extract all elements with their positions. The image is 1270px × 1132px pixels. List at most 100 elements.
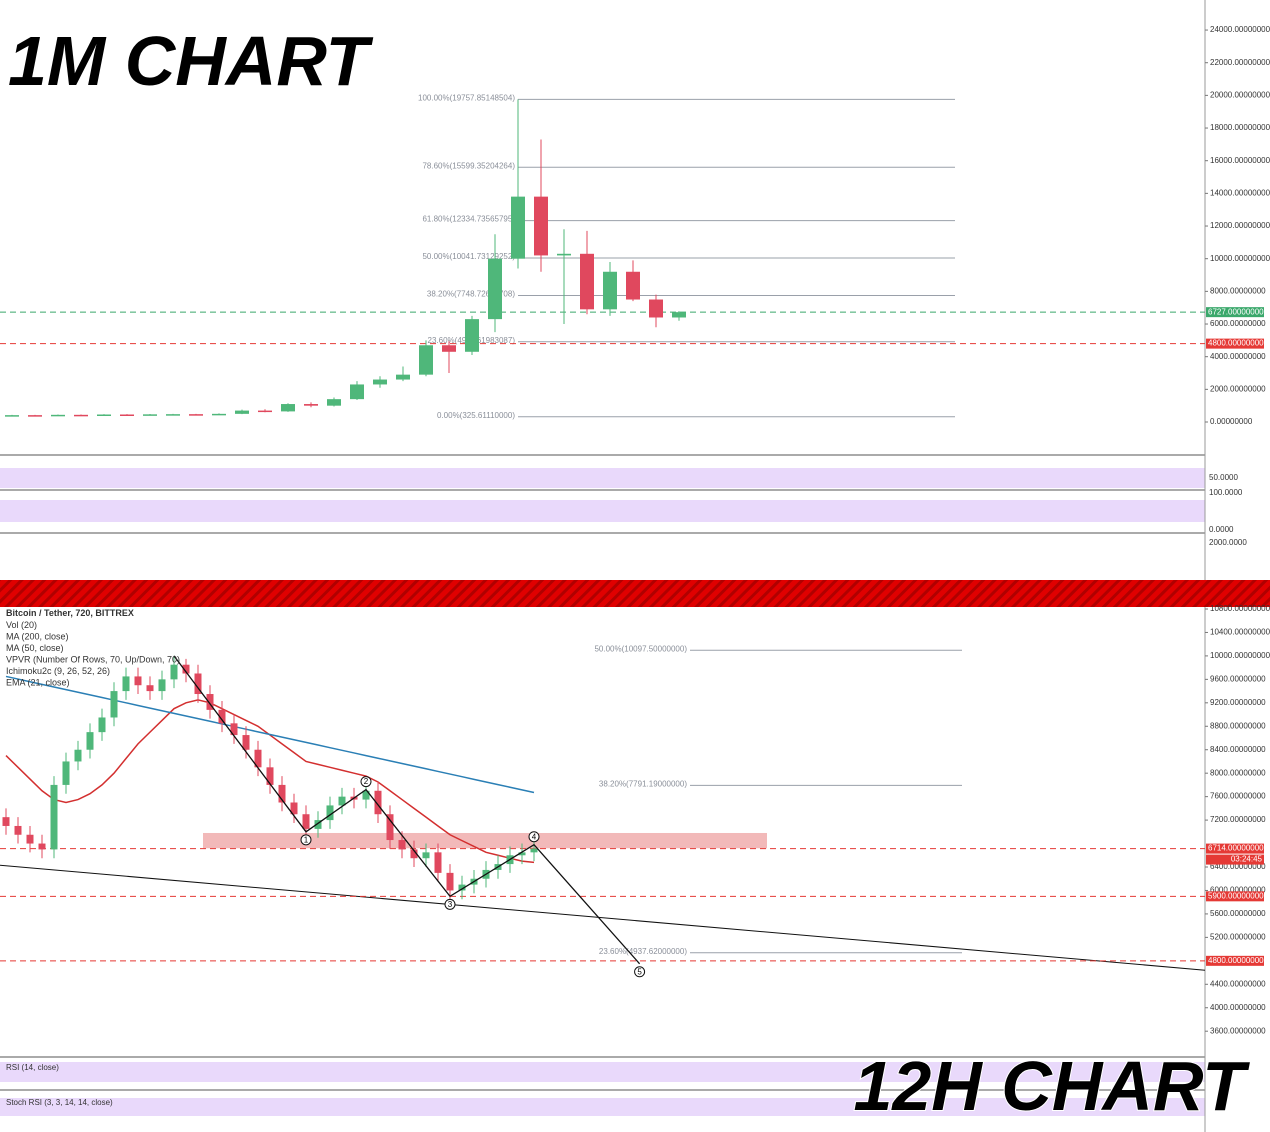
candle-body	[218, 709, 226, 724]
y-tick-label: 6000.00000000	[1210, 886, 1266, 895]
candle-body	[254, 749, 262, 768]
chart-subtitle: Bitcoin / Tether, 720, BITTREX	[6, 608, 134, 618]
candle-body	[281, 404, 295, 412]
price-label: 4800.00000000	[1208, 956, 1264, 965]
fib-label: 100.00%(19757.85148504)	[418, 93, 515, 102]
candle-body	[603, 271, 617, 310]
fib-label: 38.20%(7791.19000000)	[599, 780, 687, 789]
pane-label: 0.0000	[1209, 525, 1234, 534]
candle-body	[534, 196, 548, 256]
y-tick-label: 18000.00000000	[1210, 123, 1270, 132]
wave-label: 2	[364, 777, 369, 786]
legend-entry: MA (50, close)	[6, 643, 64, 653]
wave-label: 4	[532, 832, 537, 841]
candle-body	[488, 258, 502, 320]
candle-body	[465, 319, 479, 352]
price-label: 4800.00000000	[1208, 339, 1264, 348]
candle-body	[557, 253, 571, 256]
y-tick-label: 3600.00000000	[1210, 1026, 1266, 1035]
indicator-band	[0, 500, 1205, 522]
candle-body	[235, 410, 249, 414]
candle-body	[422, 852, 430, 859]
y-tick-label: 24000.00000000	[1210, 25, 1270, 34]
candle-body	[166, 414, 180, 416]
y-tick-label: 4400.00000000	[1210, 979, 1266, 988]
candle-body	[266, 767, 274, 785]
y-tick-label: 2000.00000000	[1210, 384, 1266, 393]
candle-body	[386, 814, 394, 841]
candle-body	[212, 413, 226, 416]
fib-label: 50.00%(10041.73129252)	[422, 252, 515, 261]
legend-entry: MA (200, close)	[6, 632, 69, 642]
candle-body	[410, 849, 418, 859]
candle-body	[14, 825, 22, 835]
plots: 0.00000000 2000.00000000 4000.00000000 6000…	[0, 25, 1270, 1107]
y-tick-label: 6000.00000000	[1210, 319, 1266, 328]
y-tick-label: 5600.00000000	[1210, 909, 1266, 918]
y-tick-label: 7600.00000000	[1210, 792, 1266, 801]
wave-label: 3	[448, 900, 453, 909]
fib-label: 38.20%(7748.72692708)	[427, 290, 515, 299]
y-tick-label: 5200.00000000	[1210, 932, 1266, 941]
fib-label: 78.60%(15599.35204264)	[422, 161, 515, 170]
candle-body	[580, 253, 594, 310]
y-tick-label: 20000.00000000	[1210, 90, 1270, 99]
candle-body	[530, 848, 538, 853]
price-label-bg	[1206, 338, 1264, 349]
countdown-bg	[1206, 854, 1264, 865]
candle-body	[649, 299, 663, 318]
wave-marker	[528, 831, 540, 843]
indicator-band	[0, 1062, 1205, 1082]
candle-body	[50, 784, 58, 850]
pane-label: 50.0000	[1209, 473, 1238, 482]
candle-body	[74, 749, 82, 762]
wave-marker	[300, 834, 312, 846]
legend-entry: EMA (21, close)	[6, 678, 70, 688]
y-tick-label: 8400.00000000	[1210, 745, 1266, 754]
candle-body	[143, 414, 157, 416]
candle-body	[458, 884, 466, 891]
candle-body	[304, 404, 318, 406]
indicator-band	[0, 468, 1205, 488]
candle-body	[518, 852, 526, 856]
candle-body	[97, 414, 111, 416]
candle-body	[134, 676, 142, 686]
candle-body	[86, 732, 94, 750]
trendline	[0, 864, 1206, 971]
candle-body	[338, 796, 346, 806]
candle-body	[511, 196, 525, 259]
candle-body	[290, 802, 298, 815]
price-label-bg	[1206, 843, 1264, 854]
fib-label: 50.00%(10097.50000000)	[594, 644, 687, 653]
wave-marker	[360, 776, 372, 788]
wave-marker	[634, 966, 646, 978]
indicator-band	[0, 1098, 1205, 1116]
y-tick-label: 10000.00000000	[1210, 651, 1270, 660]
candle-body	[2, 817, 10, 826]
candle-body	[258, 410, 272, 413]
price-label-bg	[1206, 891, 1264, 902]
y-tick-label: 16000.00000000	[1210, 156, 1270, 165]
candle-body	[74, 414, 88, 417]
fib-label: 0.00%(325.61110000)	[437, 411, 515, 420]
candle-body	[374, 790, 382, 815]
wave-path	[173, 655, 641, 965]
candle-body	[419, 345, 433, 375]
y-tick-label: 9200.00000000	[1210, 698, 1266, 707]
y-tick-label: 10400.00000000	[1210, 628, 1270, 637]
chart-title: 12H CHART	[853, 1047, 1250, 1125]
fib-label: 23.60%(4937.62000000)	[599, 947, 687, 956]
candle-body	[146, 685, 154, 692]
y-tick-label: 12000.00000000	[1210, 221, 1270, 230]
candle-body	[122, 676, 130, 692]
divider-banner	[0, 580, 1270, 607]
y-tick-label: 4000.00000000	[1210, 1003, 1266, 1012]
candle-body	[206, 694, 214, 710]
candle-body	[396, 374, 410, 380]
legend-entry: Vol (20)	[6, 620, 37, 630]
wave-marker	[444, 898, 456, 910]
candle-body	[5, 415, 19, 417]
candle-body	[120, 414, 134, 416]
wave-label: 1	[304, 835, 309, 844]
